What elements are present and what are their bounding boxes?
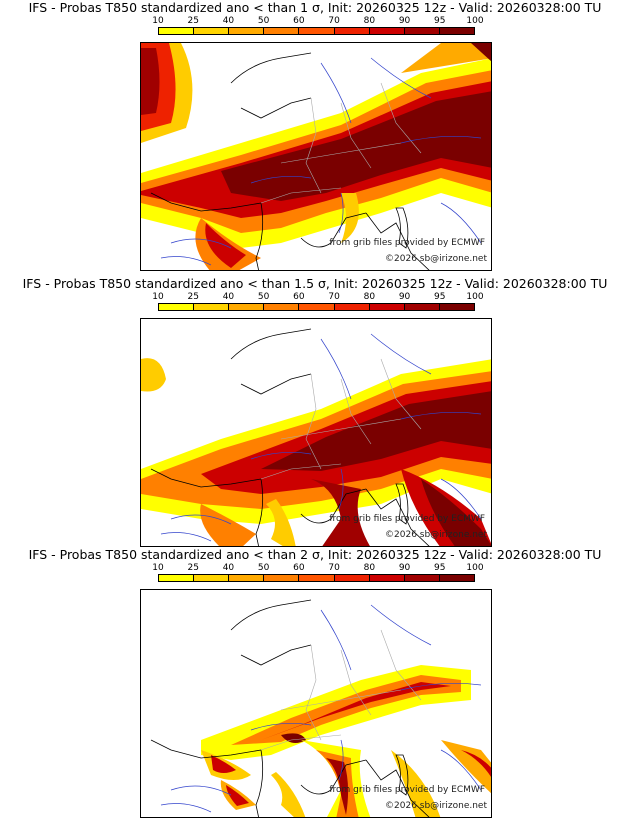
colorbar-segment xyxy=(439,28,474,34)
colorbar-ticks: 10 25 40 50 60 70 80 90 95 100 xyxy=(140,562,495,574)
colorbar-tick-label: 90 xyxy=(398,563,411,573)
country-borders xyxy=(260,358,422,480)
colorbar-segment xyxy=(334,304,370,310)
map-panel-3: IFS - Probas T850 standardized ano < tha… xyxy=(0,547,630,819)
country-borders xyxy=(260,82,422,204)
colorbar-tick-label: 80 xyxy=(363,563,376,573)
colorbar-segment xyxy=(194,304,230,310)
colorbar-tick-label: 95 xyxy=(434,292,446,302)
colorbar-tick-label: 10 xyxy=(152,16,164,26)
probability-field xyxy=(141,43,491,270)
colorbar xyxy=(158,27,475,35)
colorbar-tick-label: 95 xyxy=(434,563,446,573)
probability-map: from grib files provided by ECMWF ©2026 … xyxy=(140,318,492,547)
colorbar-tick-label: 60 xyxy=(293,16,305,26)
colorbar-segment xyxy=(229,575,265,581)
colorbar-segment xyxy=(299,28,335,34)
copyright-credit: ©2026 sb@irizone.net xyxy=(385,530,487,540)
coastlines xyxy=(150,52,430,270)
colorbar-segment xyxy=(194,575,230,581)
colorbar-segment xyxy=(334,575,370,581)
copyright-credit: ©2026 sb@irizone.net xyxy=(385,254,487,264)
colorbar-tick-label: 100 xyxy=(466,563,484,573)
colorbar-segment xyxy=(439,304,474,310)
rivers xyxy=(160,604,482,813)
colorbar-segment xyxy=(264,304,300,310)
probability-field xyxy=(201,665,491,817)
colorbar-tick-label: 10 xyxy=(152,292,164,302)
rivers xyxy=(160,333,482,542)
colorbar-tick-label: 40 xyxy=(222,16,235,26)
panel-title: IFS - Probas T850 standardized ano < tha… xyxy=(28,547,602,562)
colorbar-tick-label: 50 xyxy=(257,16,270,26)
colorbar-tick-label: 40 xyxy=(222,292,235,302)
colorbar-tick-label: 70 xyxy=(328,563,340,573)
map-canvas xyxy=(141,328,491,546)
colorbar-tick-label: 25 xyxy=(187,292,199,302)
colorbar-ticks: 10 25 40 50 60 70 80 90 95 100 xyxy=(140,15,495,27)
coastlines xyxy=(150,328,430,546)
colorbar-segment xyxy=(229,28,265,34)
colorbar-segment xyxy=(404,575,440,581)
map-canvas xyxy=(141,43,491,270)
colorbar-tick-label: 10 xyxy=(152,563,164,573)
colorbar-segment xyxy=(369,28,405,34)
source-credit: from grib files provided by ECMWF xyxy=(329,238,485,248)
map-panel-2: IFS - Probas T850 standardized ano < tha… xyxy=(0,276,630,548)
colorbar-segment xyxy=(159,575,195,581)
colorbar-tick-label: 25 xyxy=(187,16,199,26)
colorbar-segment xyxy=(159,304,195,310)
panel-title: IFS - Probas T850 standardized ano < tha… xyxy=(22,276,608,291)
colorbar-tick-label: 50 xyxy=(257,563,270,573)
colorbar-tick-label: 60 xyxy=(293,563,305,573)
source-credit: from grib files provided by ECMWF xyxy=(329,785,485,795)
colorbar-tick-label: 50 xyxy=(257,292,270,302)
colorbar-tick-label: 70 xyxy=(328,292,340,302)
country-borders xyxy=(260,629,422,751)
colorbar xyxy=(158,303,475,311)
colorbar-segment xyxy=(264,28,300,34)
colorbar-tick-label: 60 xyxy=(293,292,305,302)
colorbar-segment xyxy=(404,28,440,34)
colorbar-segment xyxy=(369,575,405,581)
probability-map: from grib files provided by ECMWF ©2026 … xyxy=(140,42,492,271)
colorbar-segment xyxy=(229,304,265,310)
colorbar-tick-label: 95 xyxy=(434,16,446,26)
colorbar-tick-label: 90 xyxy=(398,16,411,26)
colorbar-tick-label: 100 xyxy=(466,292,484,302)
colorbar-segment xyxy=(299,304,335,310)
colorbar-tick-label: 80 xyxy=(363,16,376,26)
colorbar-segment xyxy=(194,28,230,34)
probability-map: from grib files provided by ECMWF ©2026 … xyxy=(140,589,492,818)
colorbar-segment xyxy=(439,575,474,581)
colorbar-ticks: 10 25 40 50 60 70 80 90 95 100 xyxy=(140,291,495,303)
colorbar-segment xyxy=(159,28,195,34)
colorbar-segment xyxy=(299,575,335,581)
colorbar-tick-label: 40 xyxy=(222,563,235,573)
map-canvas xyxy=(150,599,491,817)
colorbar-tick-label: 90 xyxy=(398,292,411,302)
colorbar-segment xyxy=(369,304,405,310)
colorbar-segment xyxy=(404,304,440,310)
copyright-credit: ©2026 sb@irizone.net xyxy=(385,801,487,811)
coastlines xyxy=(150,599,430,817)
colorbar-segment xyxy=(334,28,370,34)
map-panel-1: IFS - Probas T850 standardized ano < tha… xyxy=(0,0,630,272)
colorbar-tick-label: 100 xyxy=(466,16,484,26)
colorbar-segment xyxy=(264,575,300,581)
probability-field xyxy=(141,358,491,546)
colorbar-tick-label: 25 xyxy=(187,563,199,573)
source-credit: from grib files provided by ECMWF xyxy=(329,514,485,524)
colorbar-tick-label: 70 xyxy=(328,16,340,26)
panel-title: IFS - Probas T850 standardized ano < tha… xyxy=(28,0,602,15)
rivers xyxy=(160,57,482,266)
colorbar xyxy=(158,574,475,582)
colorbar-tick-label: 80 xyxy=(363,292,376,302)
